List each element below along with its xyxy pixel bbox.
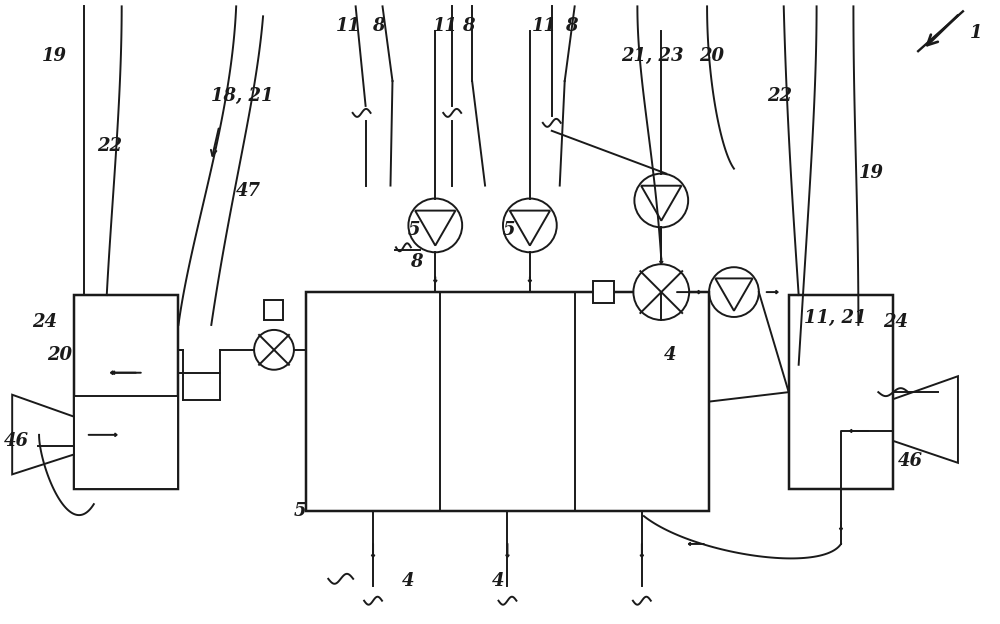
Bar [306,292,709,511]
Text: 8: 8 [410,253,423,271]
Text: 20: 20 [699,47,724,65]
Text: 46: 46 [4,432,29,451]
Text: 46: 46 [898,452,923,470]
Bar [74,396,178,489]
Text: 8: 8 [565,17,578,36]
Bar [264,300,283,320]
Text: 1: 1 [970,24,982,42]
Text: 5: 5 [502,222,515,240]
Text: 5: 5 [408,222,420,240]
Text: 20: 20 [47,346,72,364]
Text: 19: 19 [858,163,883,182]
Polygon shape [893,376,958,463]
Text: 5: 5 [293,502,306,520]
Polygon shape [12,395,74,474]
Text: 18, 21: 18, 21 [211,87,274,105]
Circle shape [633,264,689,320]
Bar [74,295,178,489]
Text: 4: 4 [402,572,415,590]
Bar [593,281,614,303]
Text: 11: 11 [532,17,557,36]
Text: 47: 47 [236,182,261,200]
Text: 24: 24 [32,313,57,331]
Text: 19: 19 [42,47,67,65]
Text: 22: 22 [767,87,792,105]
Bar [789,295,893,489]
Circle shape [254,330,294,370]
Text: 4: 4 [664,346,677,364]
Text: 4: 4 [492,572,504,590]
Text: 8: 8 [372,17,385,36]
Text: 8: 8 [462,17,474,36]
Text: 11: 11 [336,17,361,36]
Text: 24: 24 [883,313,908,331]
Text: 22: 22 [97,137,122,155]
Text: 11: 11 [433,17,458,36]
Text: 21, 23: 21, 23 [621,47,684,65]
Text: 11, 21: 11, 21 [804,309,866,327]
